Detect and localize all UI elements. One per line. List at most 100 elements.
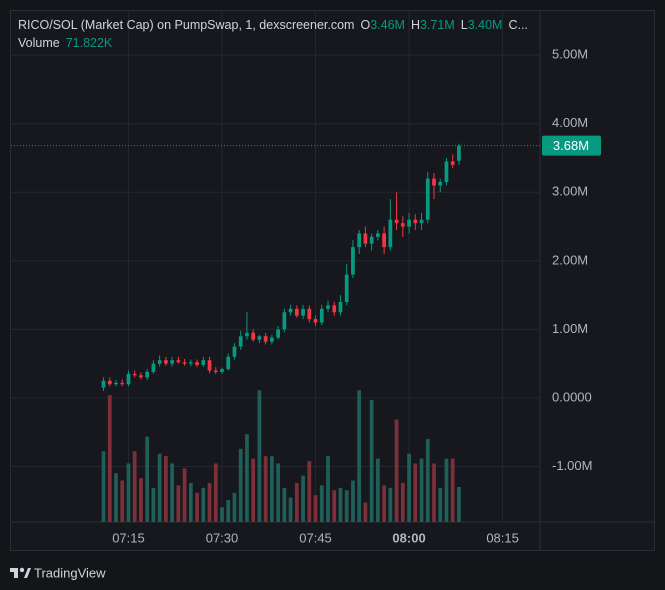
candle-body xyxy=(332,305,337,313)
volume-bar xyxy=(432,463,436,522)
y-tick-label: 3.00M xyxy=(552,184,588,199)
volume-bar xyxy=(182,468,187,522)
high-key: H xyxy=(411,18,420,32)
candle-body xyxy=(425,178,430,220)
y-tick-label: 1.00M xyxy=(552,321,588,336)
candle-body xyxy=(338,301,343,313)
volume-bar xyxy=(438,487,443,522)
x-tick-label: 07:45 xyxy=(299,530,332,545)
candle-body xyxy=(176,360,181,363)
candle-body xyxy=(419,219,424,224)
y-tick-label: 4.00M xyxy=(552,115,588,130)
volume-bar xyxy=(425,439,430,522)
volume-bar xyxy=(444,458,449,522)
candle-body xyxy=(245,332,249,337)
volume-bar xyxy=(120,480,125,522)
candle-body xyxy=(288,308,293,313)
volume-bar xyxy=(114,473,118,522)
title: RICO/SOL (Market Cap) on PumpSwap, 1, de… xyxy=(18,18,354,32)
volume-bar xyxy=(382,485,386,522)
candle-body xyxy=(432,178,436,186)
x-tick-label: 08:15 xyxy=(486,530,519,545)
volume-bar xyxy=(294,482,299,522)
volume-bar xyxy=(132,451,137,522)
close-key: C... xyxy=(508,18,527,32)
candle-body xyxy=(232,346,237,357)
candle-body xyxy=(251,332,256,340)
candle-body xyxy=(226,356,231,370)
volume-title: Volume xyxy=(18,36,60,50)
volume-bar xyxy=(213,463,218,522)
y-tick-label: 0.0000 xyxy=(552,389,592,404)
candle-body xyxy=(201,360,206,366)
volume-bar xyxy=(195,492,199,522)
volume-bar xyxy=(400,482,405,522)
volume-bar xyxy=(388,487,393,522)
candle-body xyxy=(400,223,405,227)
volume-bar xyxy=(332,490,337,522)
volume-bar xyxy=(313,495,318,522)
candle-body xyxy=(363,233,368,244)
volume-bar xyxy=(357,390,362,522)
candle-body xyxy=(107,380,112,385)
volume-bar xyxy=(301,475,305,522)
candle-body xyxy=(276,329,280,338)
volume-bar xyxy=(101,451,106,522)
chart-pane xyxy=(10,10,655,551)
candle-body xyxy=(457,145,461,161)
volume-bar xyxy=(238,448,243,522)
y-tick-label: 5.00M xyxy=(552,47,588,62)
volume-bar xyxy=(319,485,324,522)
volume-bar xyxy=(139,478,143,522)
open-value: 3.46M xyxy=(370,18,405,32)
volume-bar xyxy=(151,487,156,522)
candle-body xyxy=(213,370,218,372)
candle-body xyxy=(394,219,399,224)
candle-body xyxy=(319,308,324,323)
open-key: O xyxy=(360,18,370,32)
candle-body xyxy=(188,362,193,364)
volume-header: Volume 71.822K xyxy=(18,36,113,50)
volume-bar xyxy=(457,486,461,522)
candle-body xyxy=(101,380,106,388)
candle-body xyxy=(145,371,150,378)
logo-dot xyxy=(19,567,25,573)
header: RICO/SOL (Market Cap) on PumpSwap, 1, de… xyxy=(18,18,528,32)
volume-bar xyxy=(207,482,212,522)
high-value: 3.71M xyxy=(420,18,455,32)
candle-body xyxy=(382,233,386,248)
last-price-label: 3.68M xyxy=(553,138,589,153)
candle-body xyxy=(351,247,355,275)
last-price-box xyxy=(542,135,601,156)
volume-bar xyxy=(376,458,380,522)
candle-body xyxy=(114,382,118,385)
brand: TradingView xyxy=(34,565,106,580)
y-tick-label: 2.00M xyxy=(552,252,588,267)
candle-body xyxy=(376,233,380,237)
candle-body xyxy=(444,161,449,182)
volume-bar xyxy=(201,487,206,522)
candle-body xyxy=(207,360,212,371)
volume-bar xyxy=(326,456,330,522)
candle-body xyxy=(307,308,312,320)
tradingview-logo: TradingView xyxy=(10,565,106,580)
logo-stem xyxy=(14,568,18,578)
candle-body xyxy=(182,362,187,364)
candle-body xyxy=(157,360,162,364)
low-key: L xyxy=(461,18,468,32)
candle-body xyxy=(413,219,418,224)
marks xyxy=(11,143,540,522)
volume-bar xyxy=(188,482,193,522)
volume-bar xyxy=(170,463,174,522)
volume-bar xyxy=(245,434,249,522)
volume-bar xyxy=(157,453,162,522)
volume-bar xyxy=(413,463,418,522)
candle-body xyxy=(139,375,143,378)
candle-body xyxy=(238,336,243,347)
candle-body xyxy=(438,182,443,186)
candle-body xyxy=(126,373,131,385)
candle-body xyxy=(132,373,137,376)
candle-body xyxy=(164,360,168,364)
x-tick-label: 07:15 xyxy=(112,530,145,545)
